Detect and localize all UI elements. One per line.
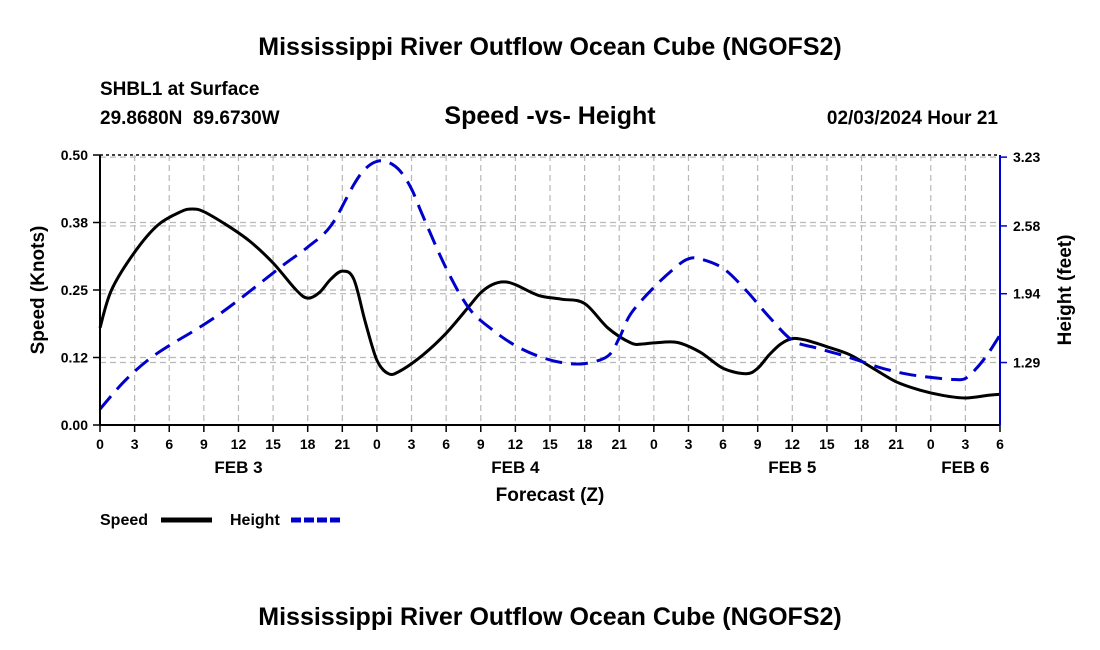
grid xyxy=(100,155,1000,425)
chart-title: Speed -vs- Height xyxy=(444,102,656,130)
y-axis-label: Speed (Knots) xyxy=(28,226,49,355)
page-title: Mississippi River Outflow Ocean Cube (NG… xyxy=(258,33,841,61)
x-axis: 0 3 6 9 12 15 18 21 0 3 6 9 12 15 18 21 0 3 6 9 12 15 18 21 0 3 6F… xyxy=(96,425,1004,477)
legend: Speed Height xyxy=(100,512,343,529)
x-tick-label: 3 xyxy=(685,436,693,452)
x-tick-label: 6 xyxy=(442,436,450,452)
x-tick-label: 18 xyxy=(577,436,593,452)
y2-tick-label: 1.29 xyxy=(1013,355,1040,371)
x-tick-label: 18 xyxy=(854,436,870,452)
x-tick-label: 3 xyxy=(961,436,969,452)
x-tick-label: 21 xyxy=(888,436,904,452)
x-tick-label: 12 xyxy=(231,436,247,452)
y2-axis-label: Height (feet) xyxy=(1055,235,1076,346)
x-tick-label: 21 xyxy=(335,436,351,452)
y-tick-label: 0.25 xyxy=(61,282,88,298)
x-tick-label: 15 xyxy=(819,436,835,452)
day-label: FEB 3 xyxy=(214,458,262,477)
page-title-bottom: Mississippi River Outflow Ocean Cube (NG… xyxy=(258,603,841,631)
x-tick-label: 9 xyxy=(477,436,485,452)
x-tick-label: 9 xyxy=(200,436,208,452)
station-label: SHBL1 at Surface xyxy=(100,79,259,100)
forecast-datetime: 02/03/2024 Hour 21 xyxy=(827,108,999,129)
x-tick-label: 15 xyxy=(265,436,281,452)
series-group xyxy=(98,159,1002,411)
x-tick-label: 21 xyxy=(611,436,627,452)
x-tick-label: 3 xyxy=(131,436,139,452)
legend-speed-label: Speed xyxy=(100,512,148,529)
y2-tick-label: 2.58 xyxy=(1013,218,1040,234)
y2-tick-label: 3.23 xyxy=(1013,149,1040,165)
x-tick-label: 18 xyxy=(300,436,316,452)
series-speed-line xyxy=(98,207,1001,400)
day-label: FEB 6 xyxy=(941,458,989,477)
x-tick-label: 0 xyxy=(96,436,104,452)
x-tick-label: 9 xyxy=(754,436,762,452)
x-tick-label: 12 xyxy=(785,436,801,452)
y-tick-label: 0.38 xyxy=(61,215,88,231)
y-axis-left: 0.00 0.12 0.25 0.38 0.50 xyxy=(61,147,100,433)
y-tick-label: 0.00 xyxy=(61,417,88,433)
x-tick-label: 3 xyxy=(408,436,416,452)
y-axis-right: 1.29 1.94 2.58 3.23 xyxy=(1000,149,1040,371)
y-tick-label: 0.12 xyxy=(61,350,88,366)
x-tick-label: 0 xyxy=(650,436,658,452)
day-label: FEB 5 xyxy=(768,458,816,477)
x-tick-label: 15 xyxy=(542,436,558,452)
x-axis-label: Forecast (Z) xyxy=(496,485,605,506)
x-tick-label: 0 xyxy=(927,436,935,452)
x-tick-label: 6 xyxy=(719,436,727,452)
y-tick-label: 0.50 xyxy=(61,147,88,163)
x-tick-label: 6 xyxy=(996,436,1004,452)
x-tick-label: 6 xyxy=(165,436,173,452)
x-tick-label: 0 xyxy=(373,436,381,452)
coordinates-label: 29.8680N 89.6730W xyxy=(100,108,280,129)
x-tick-label: 12 xyxy=(508,436,524,452)
series-height-line xyxy=(98,159,1002,411)
y2-tick-label: 1.94 xyxy=(1013,286,1040,302)
day-label: FEB 4 xyxy=(491,458,540,477)
legend-height-label: Height xyxy=(230,512,280,529)
